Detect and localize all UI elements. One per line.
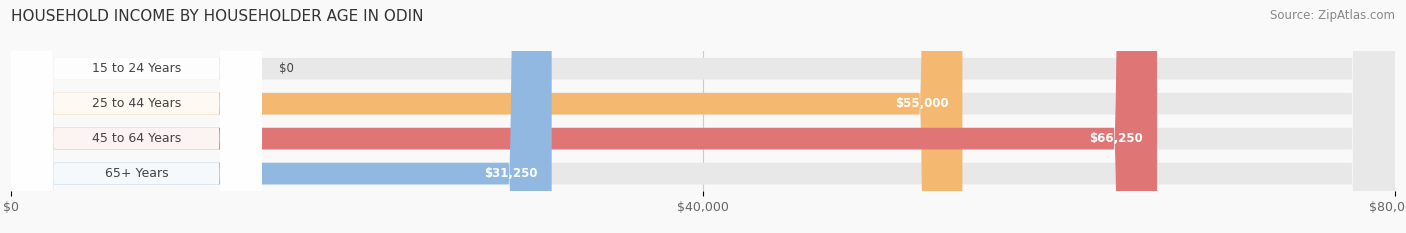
FancyBboxPatch shape	[11, 0, 1395, 233]
FancyBboxPatch shape	[11, 0, 262, 233]
Text: $66,250: $66,250	[1090, 132, 1143, 145]
Text: Source: ZipAtlas.com: Source: ZipAtlas.com	[1270, 9, 1395, 22]
FancyBboxPatch shape	[11, 0, 1395, 233]
FancyBboxPatch shape	[11, 0, 1157, 233]
FancyBboxPatch shape	[11, 0, 262, 233]
Text: $0: $0	[280, 62, 294, 75]
FancyBboxPatch shape	[11, 0, 962, 233]
Text: HOUSEHOLD INCOME BY HOUSEHOLDER AGE IN ODIN: HOUSEHOLD INCOME BY HOUSEHOLDER AGE IN O…	[11, 9, 423, 24]
FancyBboxPatch shape	[11, 0, 262, 233]
Text: 65+ Years: 65+ Years	[105, 167, 169, 180]
FancyBboxPatch shape	[11, 0, 1395, 233]
Text: $31,250: $31,250	[484, 167, 538, 180]
Text: 25 to 44 Years: 25 to 44 Years	[91, 97, 181, 110]
FancyBboxPatch shape	[11, 0, 262, 233]
FancyBboxPatch shape	[11, 0, 1395, 233]
FancyBboxPatch shape	[11, 0, 551, 233]
Text: $55,000: $55,000	[896, 97, 949, 110]
Text: 15 to 24 Years: 15 to 24 Years	[91, 62, 181, 75]
Text: 45 to 64 Years: 45 to 64 Years	[91, 132, 181, 145]
